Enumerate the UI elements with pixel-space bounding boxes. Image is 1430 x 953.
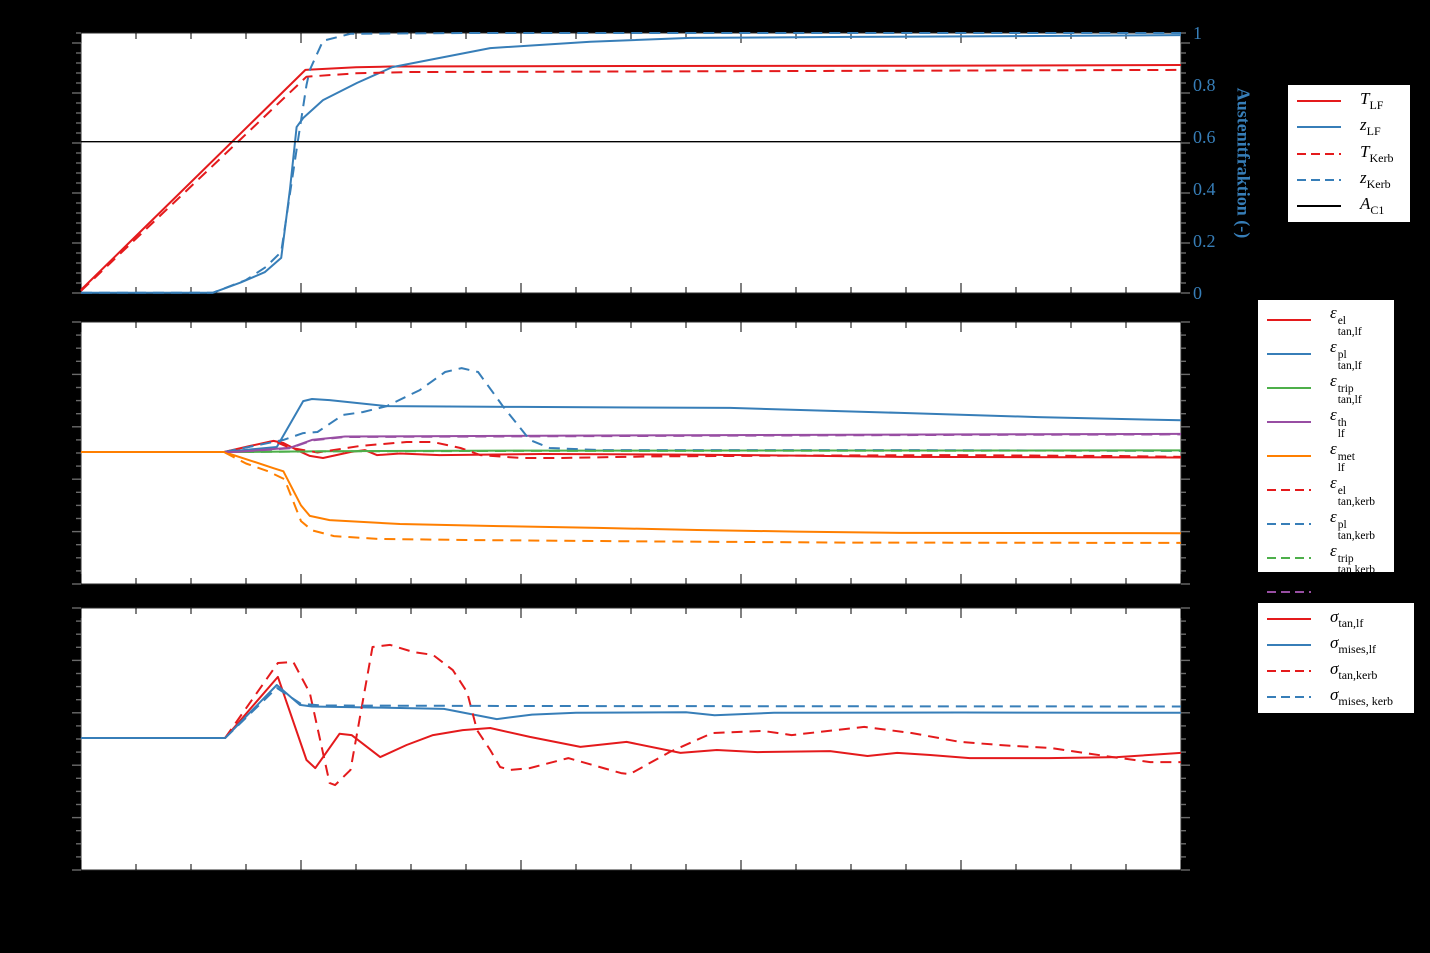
right-axis-tick-label: 0.2 — [1193, 231, 1216, 251]
legend-item-eps_pl_tan_lf: ε pl tan,lf — [1260, 337, 1392, 371]
legend-line-sample — [1267, 696, 1311, 698]
legend-line-sample — [1267, 523, 1311, 525]
legend-label: ε el tan,kerb — [1330, 473, 1376, 508]
right-axis-tick-label: 0.8 — [1193, 75, 1216, 95]
legend-label: ε pl tan,kerb — [1330, 507, 1376, 542]
legend-item-T_Kerb: TKerb — [1290, 140, 1408, 166]
legend-label: ε pl tan,lf — [1330, 337, 1362, 372]
legend-temperature-austenite: TLF zLF TKerb zKerb AC1 — [1288, 85, 1410, 222]
legend-line-sample — [1267, 670, 1311, 672]
legend-item-eps_th_lf: ε th lf — [1260, 405, 1392, 439]
legend-line-sample — [1297, 152, 1341, 155]
legend-label: ε th lf — [1330, 405, 1347, 440]
legend-line-sample — [1267, 421, 1311, 423]
legend-line-sample — [1297, 178, 1341, 181]
plot-panel-2 — [80, 607, 1182, 871]
series-T_Kerb — [80, 68, 1182, 292]
legend-line-sample — [1267, 353, 1311, 355]
legend-label: ε met lf — [1330, 439, 1355, 474]
right-axis-tick-label: 0.6 — [1193, 127, 1216, 147]
legend-item-A_C1: AC1 — [1290, 193, 1408, 219]
legend-label: ε el tan,lf — [1330, 303, 1362, 338]
legend-line-sample — [1267, 455, 1311, 457]
series-sigma_tan_lf — [81, 675, 1182, 770]
legend-item-sigma_mises_kerb: σmises, kerb — [1260, 684, 1412, 710]
legend-line-sample — [1267, 591, 1311, 593]
series-z_Kerb — [81, 32, 1181, 294]
right-axis-tick-label: 1 — [1193, 23, 1202, 43]
legend-item-z_Kerb: zKerb — [1290, 167, 1408, 193]
plot-panel-1 — [80, 321, 1182, 585]
legend-line-sample — [1267, 319, 1311, 321]
legend-line-sample — [1297, 204, 1341, 207]
legend-item-eps_met_lf: ε met lf — [1260, 439, 1392, 473]
legend-item-eps_pl_tan_kerb: ε pl tan,kerb — [1260, 507, 1392, 541]
legend-item-sigma_tan_lf: σtan,lf — [1260, 606, 1412, 632]
legend-strains: ε el tan,lf ε pl tan,lf ε trip tan,lf ε th lf ε met lf… — [1258, 300, 1394, 643]
legend-label: ε trip tan,lf — [1330, 371, 1362, 406]
right-axis-title: Austenitfraktion (-) — [1233, 87, 1254, 239]
legend-line-sample — [1267, 557, 1311, 559]
legend-item-eps_trip_tan_kerb: ε trip tan,kerb — [1260, 541, 1392, 575]
right-axis-tick-label: 0.4 — [1193, 179, 1216, 199]
series-z_LF — [81, 34, 1182, 294]
legend-item-eps_el_tan_lf: ε el tan,lf — [1260, 303, 1392, 337]
series-eps_th_kerb — [81, 433, 1182, 453]
legend-line-sample — [1267, 618, 1311, 620]
plot-panel-0 — [80, 32, 1182, 294]
series-eps_pl_tan_lf — [81, 398, 1182, 453]
series-sigma_mises_lf — [81, 684, 1182, 739]
series-T_LF — [80, 64, 1182, 291]
legend-label: σmises,lf — [1330, 633, 1377, 656]
legend-line-sample — [1267, 644, 1311, 646]
series-eps_met_lf — [81, 451, 1182, 535]
legend-item-sigma_mises_lf: σmises,lf — [1260, 632, 1412, 658]
legend-item-eps_el_tan_kerb: ε el tan,kerb — [1260, 473, 1392, 507]
legend-item-T_LF: TLF — [1290, 88, 1408, 114]
legend-label: σtan,kerb — [1330, 659, 1378, 682]
series-sigma_mises_kerb — [81, 686, 1182, 739]
legend-label: σtan,lf — [1330, 607, 1364, 630]
legend-label: AC1 — [1360, 193, 1385, 217]
legend-line-sample — [1267, 489, 1311, 491]
legend-label: zLF — [1360, 115, 1381, 139]
right-axis-tick-label: 0 — [1193, 283, 1202, 303]
legend-label: zKerb — [1360, 167, 1391, 191]
legend-item-eps_trip_tan_lf: ε trip tan,lf — [1260, 371, 1392, 405]
legend-line-sample — [1297, 126, 1341, 129]
series-sigma_tan_kerb — [81, 643, 1181, 787]
legend-line-sample — [1267, 387, 1311, 389]
legend-label: ε trip tan,kerb — [1330, 541, 1376, 576]
legend-label: TKerb — [1360, 141, 1394, 165]
legend-item-z_LF: zLF — [1290, 114, 1408, 140]
legend-line-sample — [1297, 100, 1341, 103]
legend-item-sigma_tan_kerb: σtan,kerb — [1260, 658, 1412, 684]
series-eps_met_kerb — [81, 451, 1182, 544]
legend-label: TLF — [1360, 89, 1384, 113]
series-eps_pl_tan_kerb — [81, 367, 1182, 453]
legend-stresses: σtan,lf σmises,lf σtan,kerb σmises, kerb — [1258, 603, 1414, 713]
legend-label: σmises, kerb — [1330, 685, 1394, 708]
